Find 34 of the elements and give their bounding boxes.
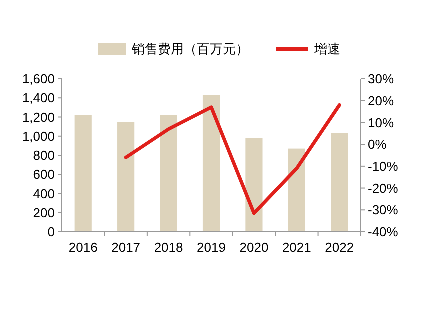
bar — [118, 122, 135, 232]
y2-tick-label: 10% — [368, 115, 394, 130]
bar — [331, 134, 348, 232]
x-tick-label: 2016 — [68, 240, 98, 255]
y-tick-label: 0 — [48, 224, 55, 240]
y2-tick-label: -40% — [368, 224, 399, 240]
x-tick-label: 2020 — [240, 240, 269, 255]
y2-tick-label: -20% — [368, 180, 399, 196]
y2-tick-label: -30% — [368, 202, 399, 218]
y2-tick-label: 0% — [368, 137, 388, 152]
y-tick-label: 1,000 — [22, 128, 55, 144]
x-tick-label: 2017 — [112, 240, 141, 255]
bar — [160, 115, 178, 232]
bar — [246, 138, 263, 232]
x-tick-label: 2021 — [282, 240, 312, 255]
line-series — [124, 103, 342, 216]
bar — [74, 115, 92, 232]
y-tick-label: 1,200 — [22, 110, 55, 125]
legend-label: 销售费用（百万元） — [131, 42, 249, 57]
y-tick-label: 600 — [33, 167, 55, 182]
y-tick-label: 1,600 — [22, 72, 55, 87]
y-tick-label: 200 — [33, 205, 55, 220]
bar — [288, 148, 306, 232]
x-tick-label: 2019 — [197, 240, 226, 255]
y2-tick-label: -10% — [368, 158, 399, 174]
y-tick-label: 800 — [33, 148, 55, 164]
x-tick-label: 2022 — [325, 240, 354, 255]
y-tick-label: 400 — [33, 186, 55, 202]
y-tick-label: 1,400 — [22, 90, 55, 106]
legend-label: 增速 — [314, 42, 340, 57]
x-tick-label: 2018 — [154, 240, 184, 255]
bar — [202, 95, 220, 232]
y2-tick-label: 30% — [368, 72, 394, 87]
y2-tick-label: 20% — [368, 93, 394, 108]
